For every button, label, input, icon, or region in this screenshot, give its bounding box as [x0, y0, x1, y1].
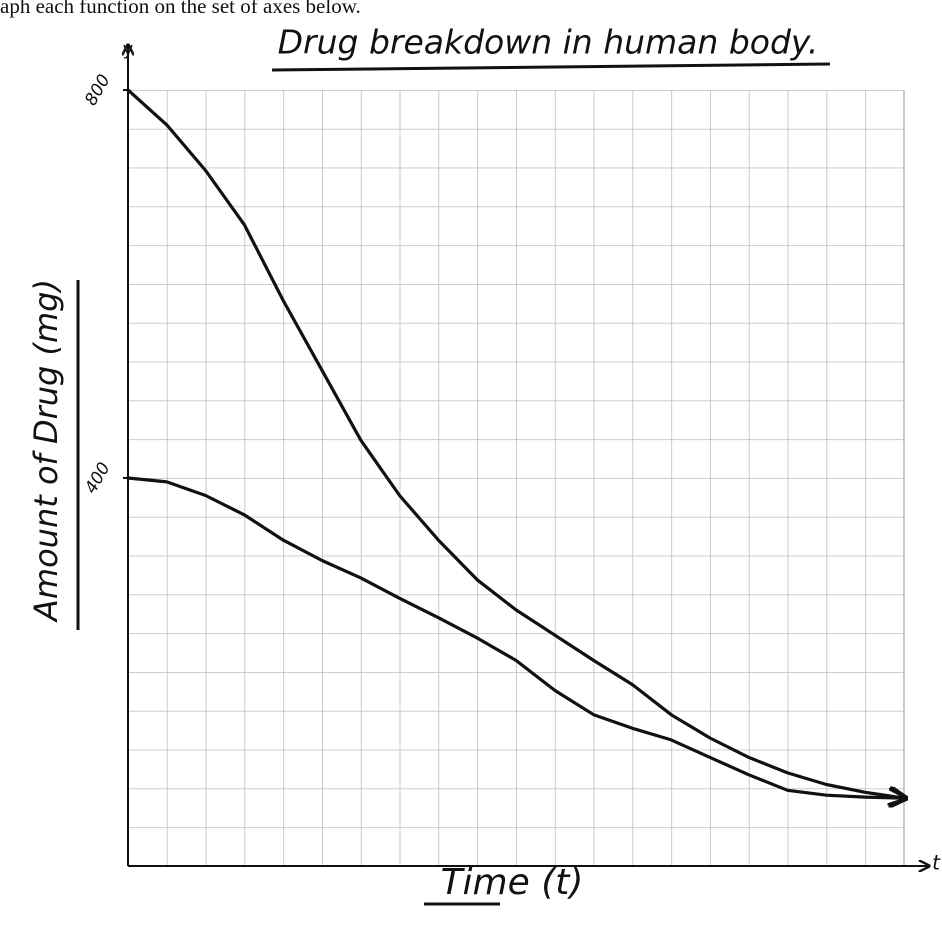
x-axis-letter: t	[932, 851, 941, 875]
chart-title: Drug breakdown in human body.	[278, 23, 819, 62]
y-axis-letter: y	[123, 39, 134, 60]
y-tick-label: 400	[81, 459, 115, 497]
y-tick-label: 800	[81, 71, 115, 109]
series-line	[126, 88, 904, 798]
series-line	[126, 476, 904, 798]
instruction: aph each function on the set of axes bel…	[0, 0, 361, 18]
graph-paper	[128, 90, 904, 866]
y-axis-label: Amount of Drug (mg)	[27, 279, 65, 623]
title-underline	[271, 62, 831, 72]
x-axis-label: Time (t)	[441, 862, 584, 903]
